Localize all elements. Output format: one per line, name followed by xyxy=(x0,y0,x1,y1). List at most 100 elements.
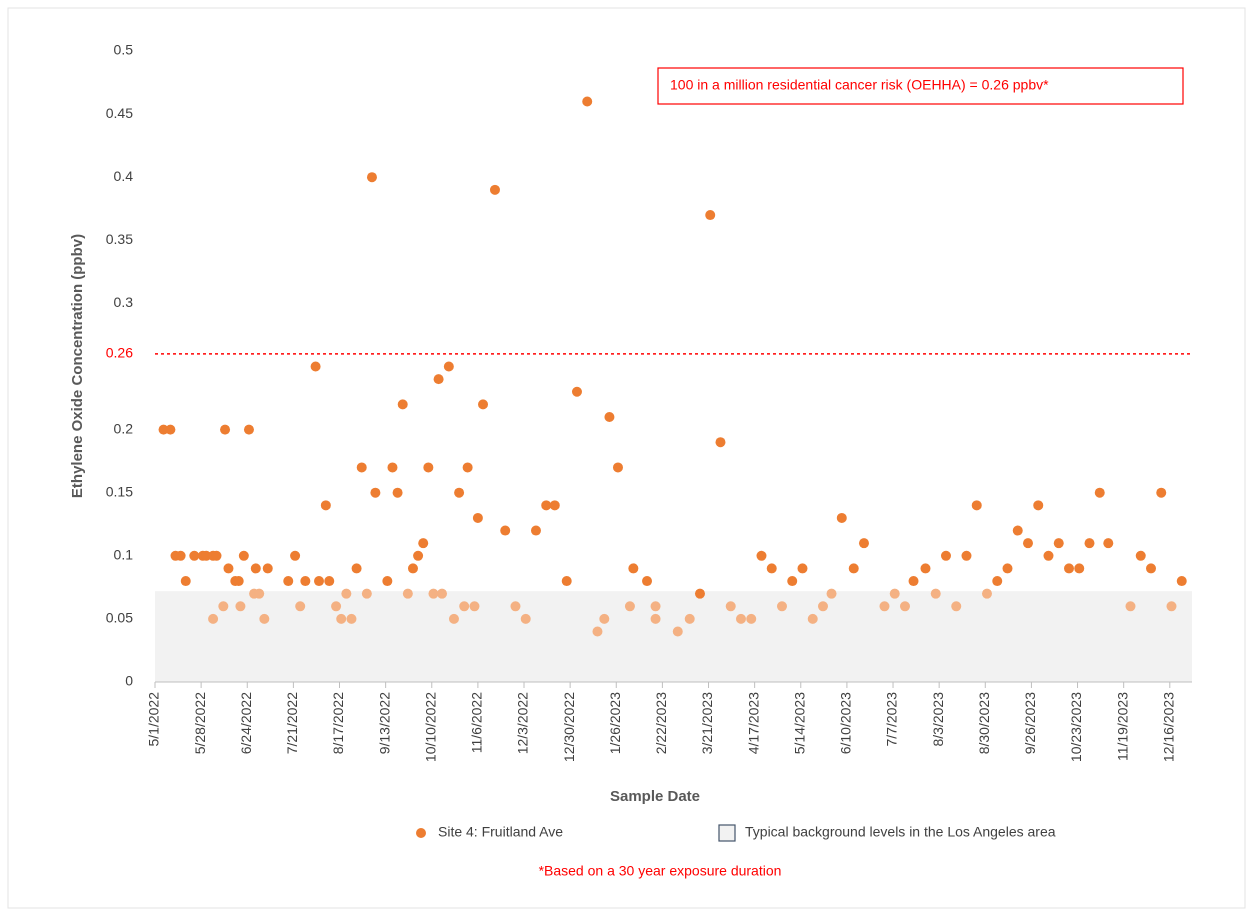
data-point xyxy=(351,563,362,574)
legend-label: Site 4: Fruitland Ave xyxy=(438,824,563,840)
data-point xyxy=(628,563,639,574)
legend-label: Typical background levels in the Los Ang… xyxy=(745,824,1056,840)
data-point xyxy=(238,550,249,561)
data-point xyxy=(1053,538,1064,549)
data-point xyxy=(1094,487,1105,498)
data-point xyxy=(361,588,372,599)
data-point xyxy=(223,563,234,574)
data-point xyxy=(336,613,347,624)
x-tick-label: 2/22/2023 xyxy=(653,692,669,754)
data-point xyxy=(510,601,521,612)
data-point xyxy=(433,374,444,385)
data-point xyxy=(1156,487,1167,498)
data-point xyxy=(1135,550,1146,561)
data-point xyxy=(889,588,900,599)
x-axis-title: Sample Date xyxy=(610,788,700,805)
y-tick-label: 0 xyxy=(125,673,133,689)
data-point xyxy=(397,399,408,410)
data-point xyxy=(500,525,511,536)
y-tick-label: 0.2 xyxy=(114,420,134,436)
data-point xyxy=(520,613,531,624)
chart-frame xyxy=(7,7,1246,909)
data-point xyxy=(459,601,470,612)
data-point xyxy=(599,613,610,624)
data-point xyxy=(951,601,962,612)
x-tick-label: 9/13/2022 xyxy=(376,692,392,754)
x-tick-label: 12/30/2022 xyxy=(561,692,577,762)
data-point xyxy=(672,626,683,637)
data-point xyxy=(826,588,837,599)
data-point xyxy=(295,601,306,612)
data-point xyxy=(208,613,219,624)
data-point xyxy=(684,613,695,624)
data-point xyxy=(1084,538,1095,549)
data-point xyxy=(233,576,244,587)
data-point xyxy=(592,626,603,637)
data-point xyxy=(189,550,200,561)
x-tick-label: 11/6/2022 xyxy=(469,692,485,753)
x-tick-label: 5/28/2022 xyxy=(192,692,208,754)
data-point xyxy=(418,538,429,549)
footnote: *Based on a 30 year exposure duration xyxy=(539,863,782,879)
data-point xyxy=(1145,563,1156,574)
data-point xyxy=(992,576,1003,587)
data-point xyxy=(787,576,798,587)
x-tick-label: 10/10/2022 xyxy=(422,692,438,762)
y-tick-label: 0.5 xyxy=(114,42,134,58)
data-point xyxy=(1012,525,1023,536)
x-tick-label: 7/21/2022 xyxy=(284,692,300,754)
data-point xyxy=(165,424,176,435)
data-point xyxy=(346,613,357,624)
data-point xyxy=(1043,550,1054,561)
data-point xyxy=(541,500,552,511)
data-point xyxy=(650,613,661,624)
data-point xyxy=(582,96,593,107)
reference-label: 0.26 xyxy=(106,345,133,361)
x-tick-label: 11/19/2023 xyxy=(1114,692,1130,761)
data-point xyxy=(920,563,931,574)
data-point xyxy=(175,550,186,561)
data-point xyxy=(387,462,398,473)
y-tick-label: 0.35 xyxy=(106,231,133,247)
x-tick-label: 12/16/2023 xyxy=(1160,692,1176,762)
data-point xyxy=(370,487,381,498)
x-tick-label: 8/30/2023 xyxy=(976,692,992,754)
data-point xyxy=(310,361,321,372)
data-point xyxy=(1166,601,1177,612)
data-point xyxy=(300,576,311,587)
data-point xyxy=(448,613,459,624)
data-point xyxy=(320,500,331,511)
x-tick-label: 3/21/2023 xyxy=(699,692,715,754)
data-point xyxy=(776,601,787,612)
data-point xyxy=(746,613,757,624)
data-point xyxy=(324,576,335,587)
data-point xyxy=(402,588,413,599)
data-point xyxy=(879,601,890,612)
data-point xyxy=(259,613,270,624)
data-point xyxy=(262,563,273,574)
data-point xyxy=(1002,563,1013,574)
data-point xyxy=(971,500,982,511)
data-point xyxy=(1125,601,1136,612)
y-tick-label: 0.15 xyxy=(106,483,133,499)
x-tick-label: 5/14/2023 xyxy=(791,692,807,754)
data-point xyxy=(725,601,736,612)
data-point xyxy=(549,500,560,511)
data-point xyxy=(715,437,726,448)
data-point xyxy=(201,550,212,561)
legend-band-marker xyxy=(718,824,736,842)
data-point xyxy=(158,424,169,435)
data-point xyxy=(250,563,261,574)
data-point xyxy=(413,550,424,561)
data-point xyxy=(235,601,246,612)
data-point xyxy=(331,601,342,612)
data-point xyxy=(314,576,325,587)
data-point xyxy=(604,411,615,422)
data-point xyxy=(908,576,919,587)
data-point xyxy=(243,424,254,435)
data-point xyxy=(489,184,500,195)
data-point xyxy=(836,512,847,523)
data-point xyxy=(766,563,777,574)
x-tick-label: 4/17/2023 xyxy=(745,692,761,754)
data-point xyxy=(848,563,859,574)
